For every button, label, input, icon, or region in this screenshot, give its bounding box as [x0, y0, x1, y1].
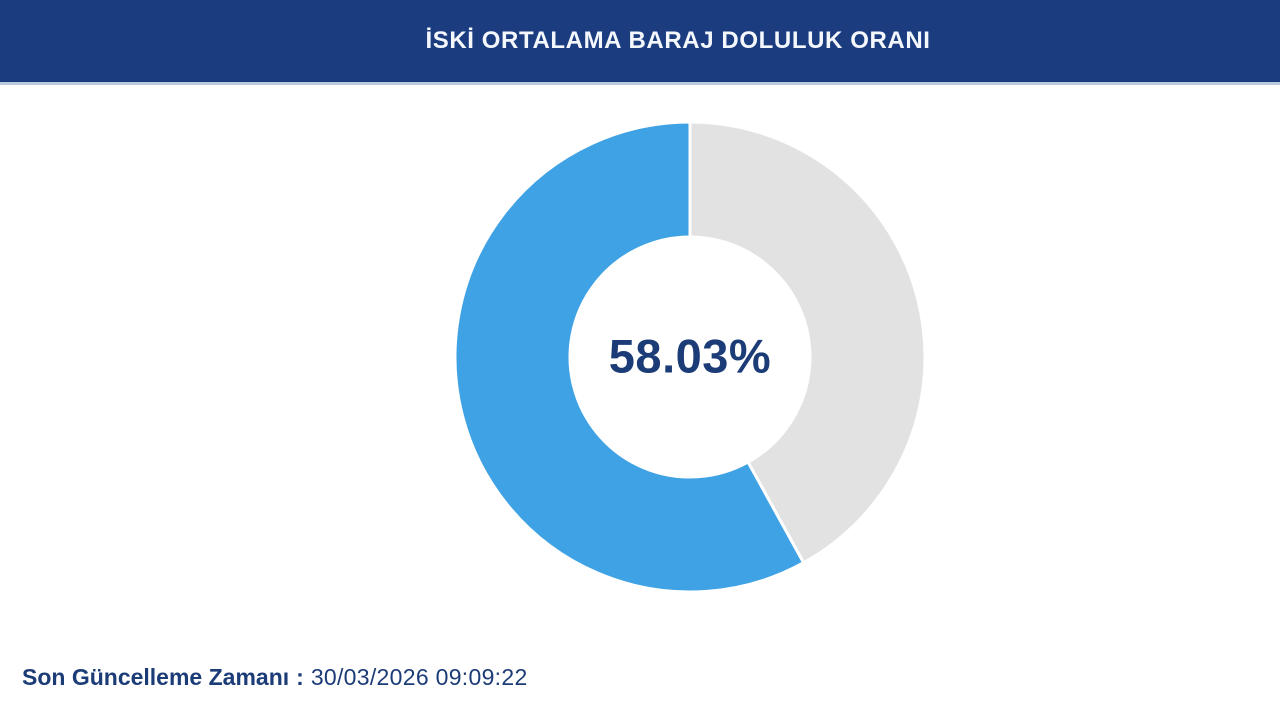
donut-svg — [453, 120, 927, 594]
last-update-label: Son Güncelleme Zamanı — [22, 664, 290, 690]
donut-center-value: 58.03% — [608, 329, 772, 383]
last-update-separator: : — [296, 664, 304, 690]
header-bar: İSKİ ORTALAMA BARAJ DOLULUK ORANI — [0, 0, 1280, 85]
last-update-bar: Son Güncelleme Zamanı:30/03/2026 09:09:2… — [22, 664, 528, 691]
donut-filled-segment — [453, 120, 806, 594]
donut-empty-segment — [688, 120, 927, 565]
donut-chart: 58.03% — [450, 117, 930, 597]
last-update-datetime: 30/03/2026 09:09:22 — [310, 664, 528, 690]
page-title: İSKİ ORTALAMA BARAJ DOLULUK ORANI — [425, 27, 931, 54]
